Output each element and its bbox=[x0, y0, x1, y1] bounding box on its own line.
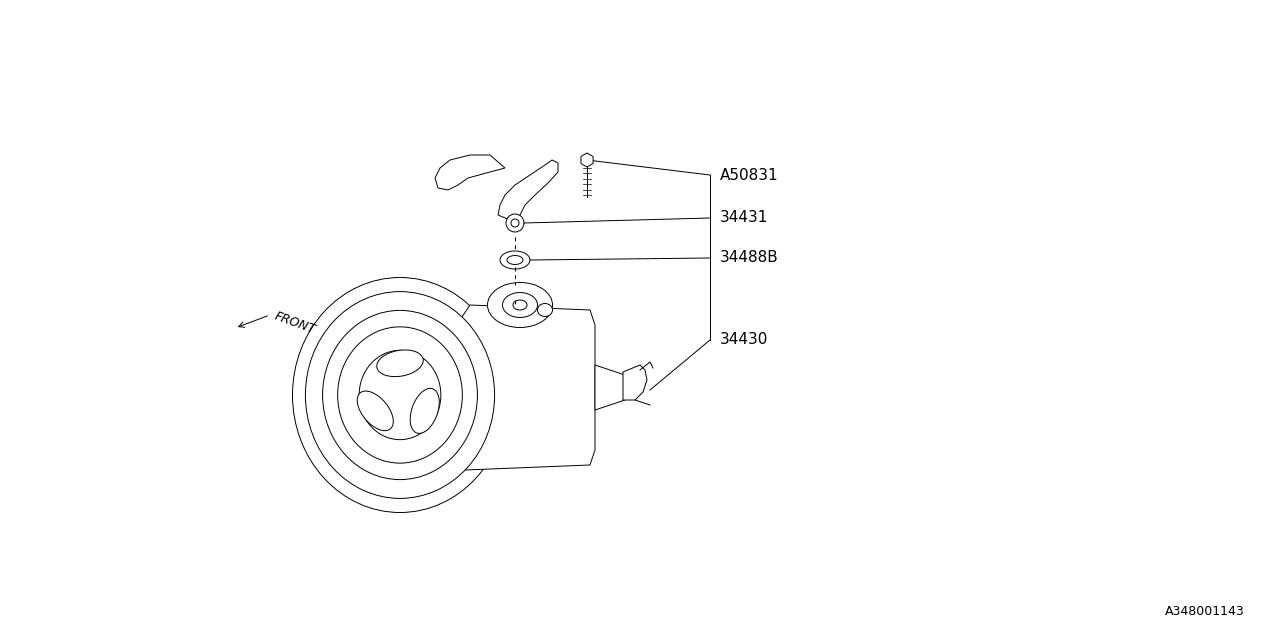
Text: A50831: A50831 bbox=[719, 168, 778, 182]
Polygon shape bbox=[498, 160, 558, 220]
Text: 34431: 34431 bbox=[719, 211, 768, 225]
Polygon shape bbox=[460, 305, 595, 470]
Ellipse shape bbox=[323, 310, 477, 479]
Circle shape bbox=[511, 219, 518, 227]
Text: 34430: 34430 bbox=[719, 333, 768, 348]
Ellipse shape bbox=[410, 388, 439, 433]
Circle shape bbox=[506, 214, 524, 232]
Polygon shape bbox=[623, 365, 646, 400]
Text: 34488B: 34488B bbox=[719, 250, 778, 266]
Ellipse shape bbox=[507, 255, 524, 264]
Ellipse shape bbox=[306, 292, 494, 499]
Text: A348001143: A348001143 bbox=[1165, 605, 1245, 618]
Ellipse shape bbox=[513, 300, 527, 310]
Text: FRONT: FRONT bbox=[273, 310, 317, 337]
Ellipse shape bbox=[360, 350, 440, 440]
Polygon shape bbox=[595, 365, 625, 410]
Ellipse shape bbox=[488, 282, 553, 328]
Ellipse shape bbox=[503, 292, 538, 317]
Ellipse shape bbox=[357, 391, 393, 431]
Ellipse shape bbox=[293, 278, 507, 513]
Polygon shape bbox=[435, 155, 506, 190]
Ellipse shape bbox=[500, 251, 530, 269]
Ellipse shape bbox=[538, 303, 553, 317]
Ellipse shape bbox=[338, 327, 462, 463]
Ellipse shape bbox=[376, 350, 424, 376]
